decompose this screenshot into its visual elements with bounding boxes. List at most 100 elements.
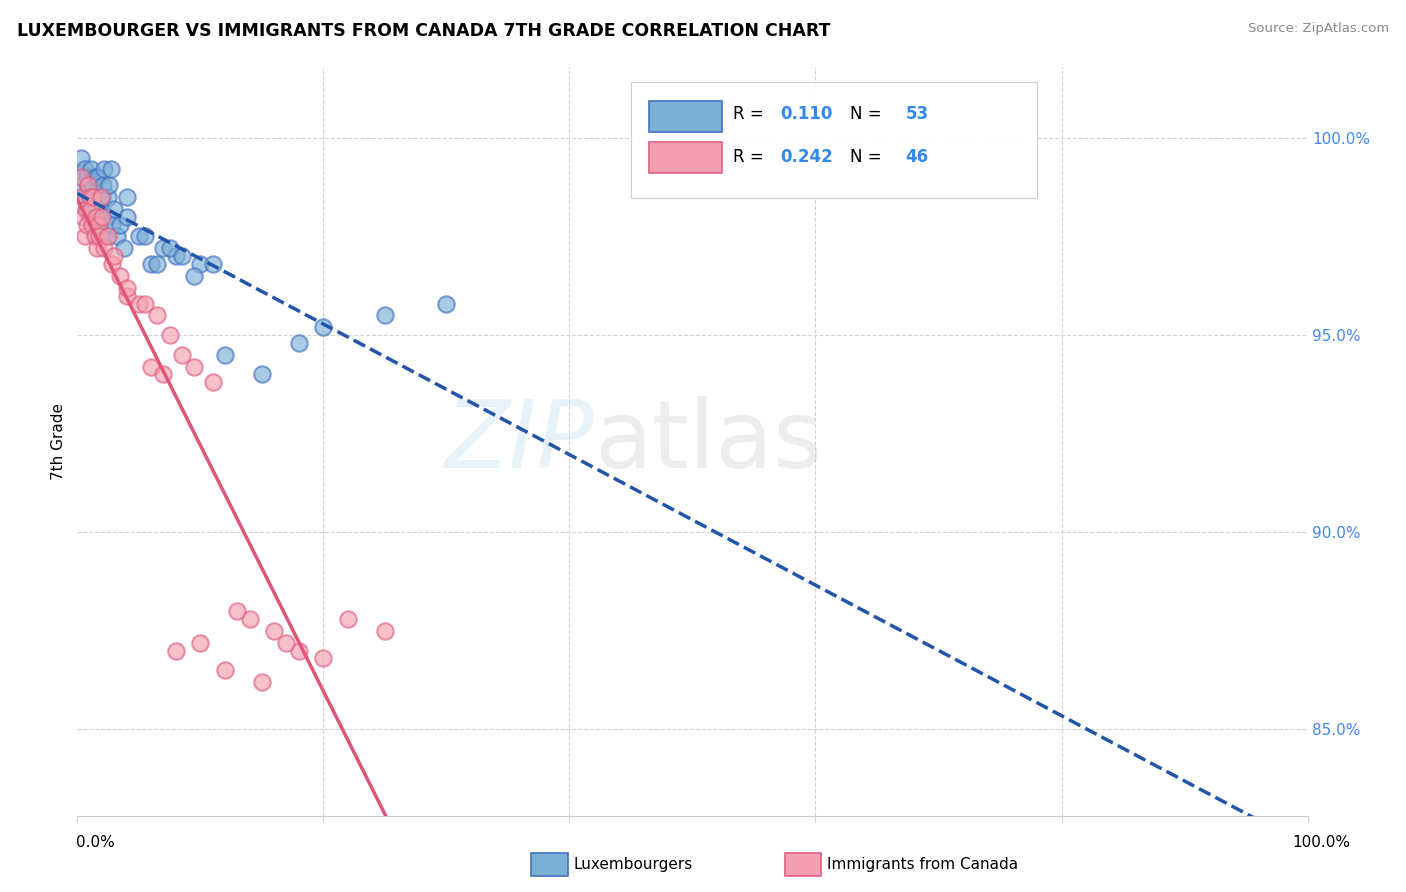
Text: R =: R =: [733, 105, 769, 123]
Point: [70, 170, 93, 185]
Point: [263, 624, 285, 638]
Point: [110, 218, 132, 232]
Point: [82, 218, 104, 232]
Point: [82, 190, 104, 204]
Point: [96, 210, 118, 224]
Point: [103, 202, 125, 216]
Point: [73, 229, 96, 244]
Point: [84, 210, 107, 224]
Point: [87, 218, 110, 232]
Point: [146, 309, 169, 323]
Point: [141, 257, 163, 271]
Point: [239, 612, 262, 626]
Point: [86, 190, 108, 204]
Point: [100, 162, 122, 177]
Point: [93, 241, 115, 255]
Point: [79, 190, 101, 204]
Point: [374, 624, 396, 638]
Point: [82, 218, 104, 232]
Point: [101, 218, 124, 232]
Point: [112, 241, 135, 255]
Point: [72, 210, 94, 224]
Text: 0.110: 0.110: [780, 105, 832, 123]
Point: [110, 268, 132, 283]
Point: [90, 190, 114, 204]
Point: [250, 368, 273, 382]
Point: [183, 359, 205, 374]
FancyBboxPatch shape: [650, 142, 723, 173]
Point: [337, 612, 360, 626]
Point: [214, 348, 236, 362]
Text: R =: R =: [733, 148, 769, 166]
Text: Immigrants from Canada: Immigrants from Canada: [827, 857, 1018, 871]
Point: [128, 229, 150, 244]
Point: [183, 268, 205, 283]
Point: [152, 368, 174, 382]
Point: [84, 229, 107, 244]
Text: 100.0%: 100.0%: [1292, 836, 1351, 850]
Text: Source: ZipAtlas.com: Source: ZipAtlas.com: [1249, 22, 1389, 36]
Point: [90, 190, 112, 204]
Point: [115, 288, 138, 302]
Text: atlas: atlas: [595, 395, 823, 488]
Point: [146, 257, 169, 271]
Point: [159, 328, 181, 343]
Point: [87, 170, 110, 185]
Point: [159, 241, 181, 255]
Point: [97, 190, 120, 204]
Point: [80, 162, 103, 177]
FancyBboxPatch shape: [650, 101, 723, 132]
Y-axis label: 7th Grade: 7th Grade: [51, 403, 66, 480]
Point: [82, 190, 104, 204]
Point: [170, 249, 193, 263]
Text: 0.0%: 0.0%: [76, 836, 115, 850]
Point: [89, 218, 111, 232]
Point: [165, 643, 187, 657]
Point: [201, 376, 224, 390]
Point: [141, 359, 163, 374]
Point: [97, 229, 120, 244]
Point: [115, 190, 138, 204]
Point: [165, 249, 187, 263]
Point: [214, 663, 236, 677]
Text: ZIP: ZIP: [444, 396, 595, 487]
Point: [79, 210, 101, 224]
Text: N =: N =: [851, 148, 887, 166]
Point: [115, 210, 138, 224]
Point: [83, 170, 105, 185]
Text: Luxembourgers: Luxembourgers: [574, 857, 693, 871]
Point: [134, 229, 156, 244]
Point: [94, 229, 117, 244]
Text: N =: N =: [851, 105, 887, 123]
Point: [436, 296, 458, 310]
Point: [70, 190, 93, 204]
Text: 0.242: 0.242: [780, 148, 832, 166]
Point: [73, 162, 96, 177]
Point: [76, 170, 98, 185]
Point: [188, 635, 212, 649]
Point: [128, 296, 150, 310]
Point: [82, 178, 104, 193]
Point: [72, 178, 94, 193]
Point: [288, 643, 311, 657]
Point: [374, 309, 396, 323]
Point: [115, 281, 138, 295]
Point: [84, 202, 107, 216]
Point: [152, 241, 174, 255]
Point: [83, 229, 105, 244]
Point: [76, 202, 98, 216]
Point: [188, 257, 212, 271]
Point: [276, 635, 298, 649]
Point: [79, 190, 101, 204]
Point: [75, 202, 97, 216]
Point: [98, 178, 121, 193]
Point: [103, 249, 125, 263]
Point: [70, 151, 93, 165]
Text: 53: 53: [905, 105, 928, 123]
Point: [91, 178, 114, 193]
Point: [89, 229, 111, 244]
Point: [86, 241, 108, 255]
Point: [70, 170, 93, 185]
Point: [134, 296, 156, 310]
Point: [101, 257, 124, 271]
